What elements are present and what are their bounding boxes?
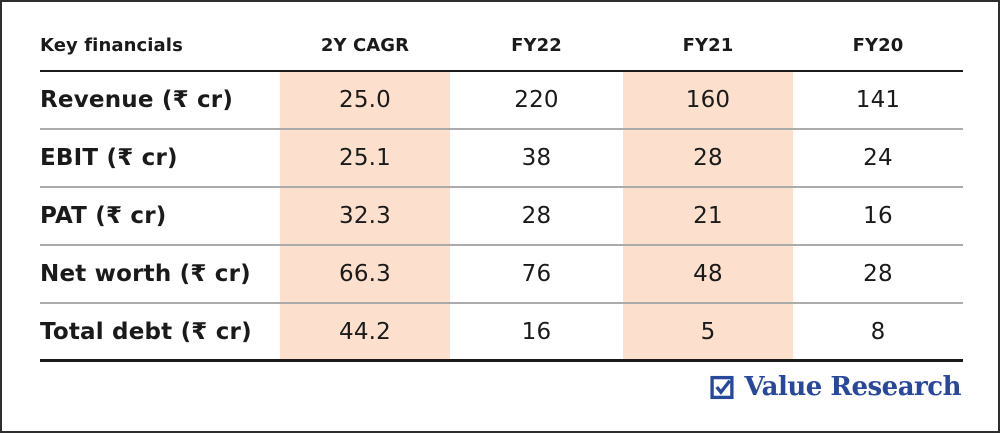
cell-fy20: 16 [863,203,893,229]
cell-fy20: 8 [870,318,886,345]
table-header-row: Key financials 2Y CAGR FY22 FY21 FY20 [40,20,963,72]
table-row-total-debt: Total debt (₹ cr) 44.2 16 5 8 [40,304,963,362]
cell-fy22: 28 [521,203,552,229]
cell-fy22: 220 [514,87,559,113]
column-header-fy22: FY22 [511,34,562,56]
value-research-logo: Value Research [2,372,961,402]
row-label: EBIT (₹ cr) [40,145,178,171]
row-label: Total debt (₹ cr) [40,318,252,345]
cell-fy20: 141 [855,87,901,113]
cell-fy21: 48 [623,246,793,302]
cell-2y-cagr: 66.3 [280,246,450,302]
cell-2y-cagr: 25.0 [280,72,450,128]
cell-2y-cagr: 25.1 [280,130,450,186]
table-row-net-worth: Net worth (₹ cr) 66.3 76 48 28 [40,246,963,304]
row-label: Net worth (₹ cr) [40,261,251,287]
row-label: PAT (₹ cr) [40,203,167,229]
cell-fy21: 21 [623,188,793,244]
column-header-2y-cagr: 2Y CAGR [320,34,410,56]
table-row-ebit: EBIT (₹ cr) 25.1 38 28 24 [40,130,963,188]
checkbox-check-icon [710,375,735,400]
cell-fy21: 160 [623,72,793,128]
column-header-fy21: FY21 [682,34,734,56]
cell-fy22: 76 [521,261,552,287]
cell-2y-cagr: 44.2 [280,304,450,359]
cell-fy21: 28 [623,130,793,186]
table-row-revenue: Revenue (₹ cr) 25.0 220 160 141 [40,72,963,130]
cell-fy20: 24 [863,145,893,171]
column-header-key-financials: Key financials [40,34,183,56]
row-label: Revenue (₹ cr) [40,87,234,113]
cell-2y-cagr: 32.3 [280,188,450,244]
cell-fy22: 38 [521,145,552,171]
key-financials-table: Key financials 2Y CAGR FY22 FY21 FY20 Re… [40,20,963,362]
cell-fy21: 5 [623,304,793,359]
cell-fy22: 16 [521,318,552,345]
column-header-fy20: FY20 [852,34,904,56]
cell-fy20: 28 [863,261,893,287]
logo-text: Value Research [744,372,961,402]
table-row-pat: PAT (₹ cr) 32.3 28 21 16 [40,188,963,246]
